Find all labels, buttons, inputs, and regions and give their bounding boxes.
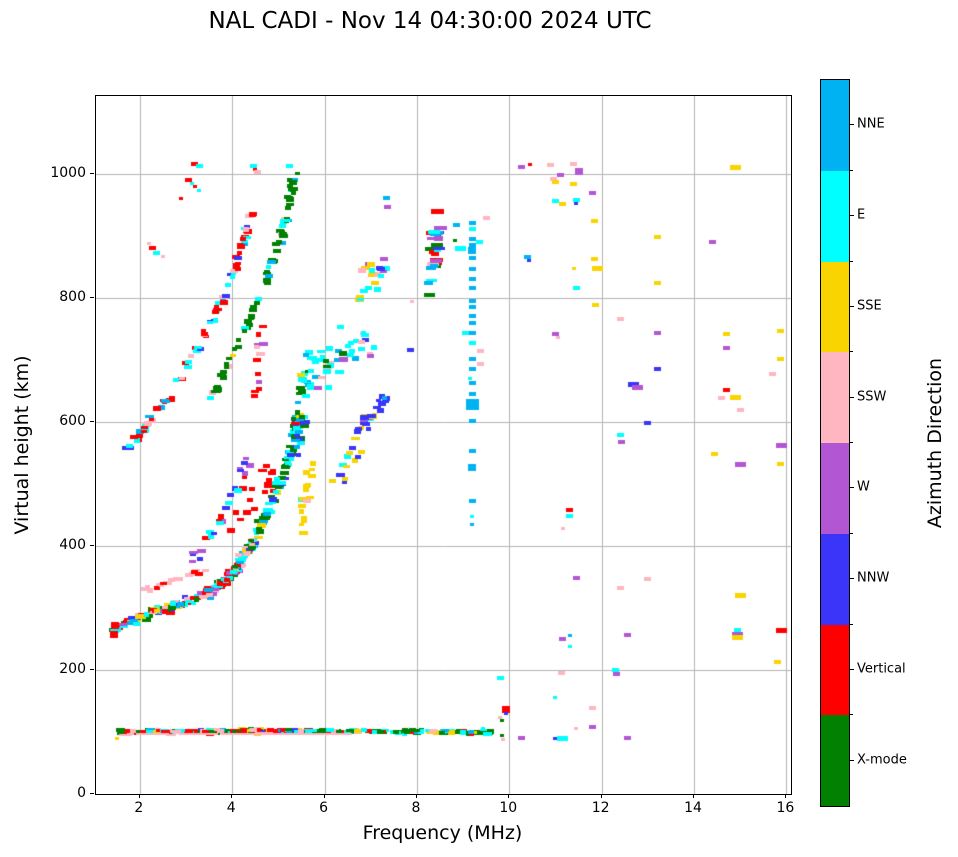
colorbar-segment-vertical xyxy=(821,624,849,716)
colorbar-label-nne: NNE xyxy=(857,116,885,132)
x-tick-label: 12 xyxy=(591,800,610,816)
x-tick-mark xyxy=(323,794,325,798)
colorbar-segment-ssw xyxy=(821,352,849,443)
colorbar-label-w: W xyxy=(857,479,870,495)
x-axis-label: Frequency (MHz) xyxy=(362,822,523,844)
colorbar-tick-mark xyxy=(849,578,854,580)
colorbar-segment-x-mode xyxy=(821,715,849,806)
colorbar-label-sse: SSE xyxy=(857,298,882,314)
x-tick-label: 10 xyxy=(499,800,518,816)
colorbar-boundary-tick xyxy=(849,260,853,262)
colorbar-tick-mark xyxy=(849,396,854,398)
y-tick-label: 400 xyxy=(59,537,86,554)
colorbar-boundary-tick xyxy=(849,623,853,625)
y-tick-label: 1000 xyxy=(50,165,86,182)
colorbar-label-nnw: NNW xyxy=(857,570,890,586)
x-tick-mark xyxy=(693,794,695,798)
x-tick-mark xyxy=(138,794,140,798)
y-tick-mark xyxy=(90,297,94,299)
y-tick-label: 600 xyxy=(59,413,86,430)
y-tick-label: 800 xyxy=(59,289,86,306)
colorbar-boundary-tick xyxy=(849,169,853,171)
chart-title: NAL CADI - Nov 14 04:30:00 2024 UTC xyxy=(208,8,652,34)
colorbar-axis-label: Azimuth Direction xyxy=(924,357,946,529)
colorbar-segment-w xyxy=(821,443,849,534)
x-tick-mark xyxy=(508,794,510,798)
y-tick-mark xyxy=(90,669,94,671)
y-axis-label: Virtual height (km) xyxy=(11,355,33,535)
x-tick-mark xyxy=(785,794,787,798)
colorbar-boundary-tick xyxy=(849,714,853,716)
colorbar-tick-mark xyxy=(849,124,854,126)
colorbar-label-x-mode: X-mode xyxy=(857,752,907,768)
colorbar-segment-nnw xyxy=(821,533,849,625)
x-tick-label: 6 xyxy=(319,800,329,816)
colorbar-segment-nne xyxy=(821,80,849,171)
colorbar-tick-mark xyxy=(849,668,854,670)
y-tick-mark xyxy=(90,545,94,547)
colorbar-tick-mark xyxy=(849,759,854,761)
plot-area xyxy=(95,95,792,795)
colorbar-boundary-tick xyxy=(849,442,853,443)
colorbar-segment-e xyxy=(821,170,849,262)
colorbar-label-vertical: Vertical xyxy=(857,661,906,677)
y-tick-mark xyxy=(90,173,94,175)
y-tick-mark xyxy=(90,421,94,423)
colorbar-label-e: E xyxy=(857,207,866,223)
x-tick-label: 16 xyxy=(776,800,795,816)
x-tick-mark xyxy=(231,794,233,798)
y-tick-label: 200 xyxy=(59,661,86,678)
y-tick-mark xyxy=(90,793,94,794)
scatter-canvas xyxy=(96,96,791,794)
colorbar-tick-mark xyxy=(849,305,854,307)
x-tick-label: 2 xyxy=(134,800,144,816)
x-tick-mark xyxy=(415,794,417,798)
x-tick-mark xyxy=(600,794,602,798)
colorbar-label-ssw: SSW xyxy=(857,389,887,405)
colorbar-segment-sse xyxy=(821,261,849,353)
x-tick-label: 14 xyxy=(684,800,702,816)
colorbar-boundary-tick xyxy=(849,351,853,353)
colorbar xyxy=(820,79,850,807)
x-tick-label: 4 xyxy=(226,800,236,816)
y-tick-label: 0 xyxy=(77,785,86,801)
colorbar-tick-mark xyxy=(849,215,854,217)
x-tick-label: 8 xyxy=(411,800,421,816)
colorbar-tick-mark xyxy=(849,487,854,489)
colorbar-boundary-tick xyxy=(849,532,853,534)
